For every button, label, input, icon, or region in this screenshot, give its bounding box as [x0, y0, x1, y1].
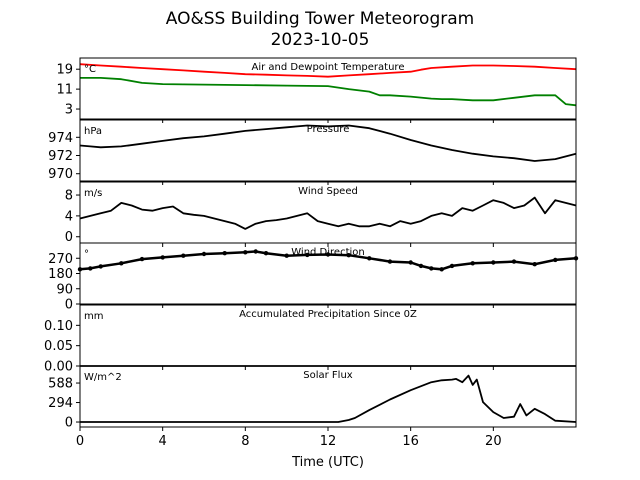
y-tick-label: 90 — [56, 282, 73, 297]
panel-title: Wind Direction — [291, 247, 365, 258]
y-tick-label: 974 — [48, 131, 73, 146]
y-tick-label: 0 — [65, 416, 73, 431]
y-tick-label: 0.00 — [44, 360, 73, 375]
y-tick-label: 19 — [56, 63, 73, 78]
series-line-1 — [79, 196, 577, 230]
y-tick-label: 972 — [48, 149, 73, 164]
panel-unit: W/m^2 — [84, 372, 122, 383]
x-tick-label: 16 — [402, 434, 419, 449]
y-tick-label: 270 — [48, 252, 73, 267]
panel-unit: mm — [84, 311, 103, 322]
x-axis: 0 4 8 12 16 20 — [76, 434, 502, 449]
x-tick-label: 0 — [76, 434, 84, 449]
y-tick-label: 588 — [48, 377, 73, 392]
series-line-1 — [79, 124, 577, 162]
figure-subtitle: 2023-10-05 — [271, 30, 370, 50]
panel-6: 0 294 588 W/m^2 Solar Flux — [48, 365, 577, 431]
series-line-1 — [79, 250, 577, 271]
x-tick-label: 8 — [241, 434, 249, 449]
panel-2: 970 972 974 hPa Pressure — [48, 119, 577, 185]
panel-5: 0.00 0.05 0.10 mm Accumulated Precipitation … — [44, 304, 577, 375]
panel-title: Wind Speed — [298, 186, 358, 197]
y-tick-label: 3 — [65, 103, 73, 118]
panel-1: 3 11 19 °C Air and Dewpoint Temperature — [56, 57, 577, 123]
y-tick-label: 8 — [65, 189, 73, 204]
y-tick-label: 4 — [65, 209, 73, 224]
x-tick-label: 4 — [159, 434, 167, 449]
x-axis-label: Time (UTC) — [291, 455, 364, 470]
y-tick-label: 970 — [48, 167, 73, 182]
panel-title: Pressure — [307, 124, 350, 135]
y-tick-label: 0 — [65, 298, 73, 313]
y-tick-label: 294 — [48, 396, 73, 411]
panel-title: Solar Flux — [303, 370, 353, 381]
x-tick-label: 20 — [485, 434, 502, 449]
panel-unit: °C — [84, 64, 96, 75]
figure-title: AO&SS Building Tower Meteorogram — [166, 9, 474, 29]
x-tick-label: 12 — [320, 434, 337, 449]
panel-unit: hPa — [84, 126, 102, 137]
series-line-1 — [80, 374, 577, 423]
y-tick-label: 11 — [56, 83, 73, 98]
y-tick-label: 180 — [48, 267, 73, 282]
y-tick-label: 0.10 — [44, 319, 73, 334]
panel-unit: ° — [84, 249, 89, 260]
series-line-2 — [80, 77, 577, 107]
panel-unit: m/s — [84, 188, 102, 199]
y-tick-label: 0 — [65, 230, 73, 245]
series-line-1 — [79, 63, 577, 78]
panel-title: Air and Dewpoint Temperature — [252, 62, 405, 73]
panel-title: Accumulated Precipitation Since 0Z — [239, 309, 417, 320]
panel-3: 0 4 8 m/s Wind Speed — [65, 181, 577, 247]
y-tick-label: 0.05 — [44, 339, 73, 354]
